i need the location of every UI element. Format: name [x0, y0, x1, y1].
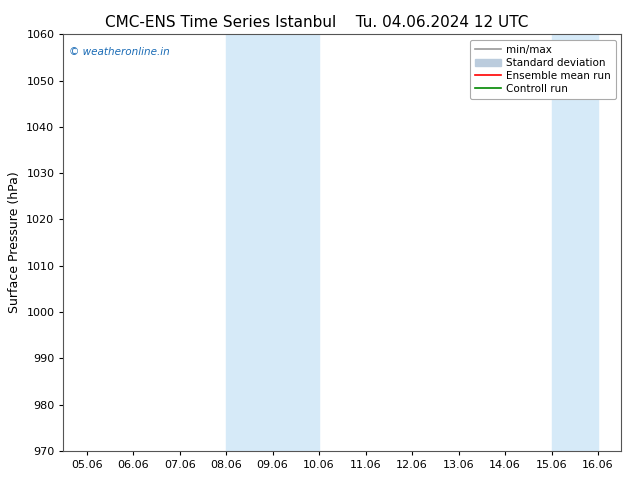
Bar — [226, 34, 319, 451]
Legend: min/max, Standard deviation, Ensemble mean run, Controll run: min/max, Standard deviation, Ensemble me… — [470, 40, 616, 99]
Bar — [552, 34, 598, 451]
Text: © weatheronline.in: © weatheronline.in — [69, 47, 170, 57]
Y-axis label: Surface Pressure (hPa): Surface Pressure (hPa) — [8, 172, 21, 314]
Text: CMC-ENS Time Series Istanbul    Tu. 04.06.2024 12 UTC: CMC-ENS Time Series Istanbul Tu. 04.06.2… — [105, 15, 529, 30]
